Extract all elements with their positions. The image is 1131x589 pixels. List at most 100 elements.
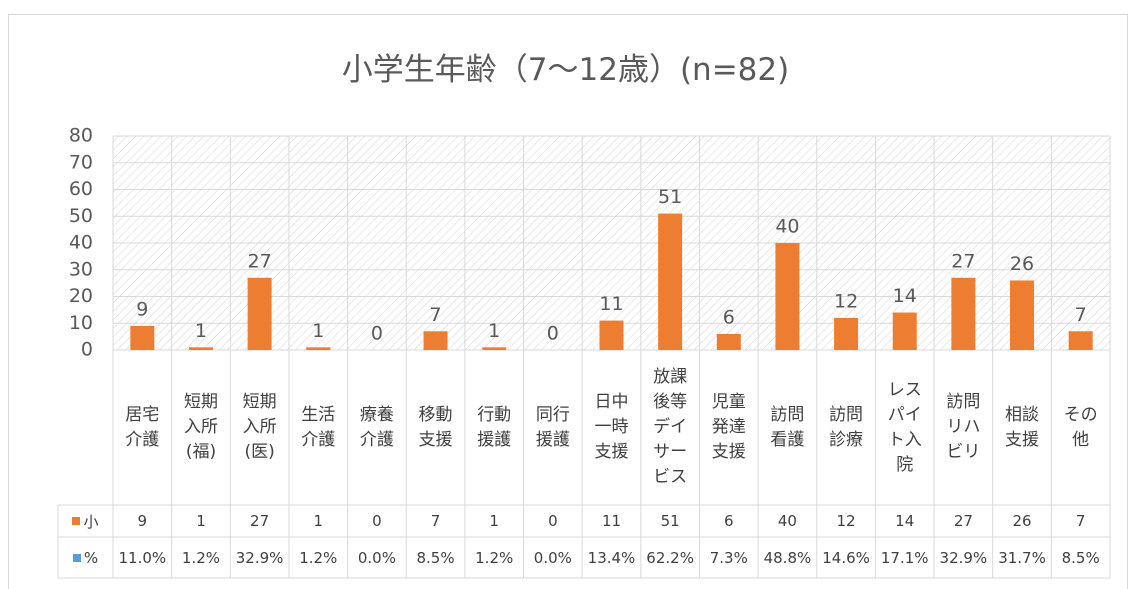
- data-label: 11: [599, 293, 623, 315]
- table-cell: 0: [548, 512, 558, 530]
- table-cell: 62.2%: [646, 548, 694, 567]
- x-tick-label: 短期入所(福): [183, 392, 218, 462]
- bar: [951, 277, 976, 350]
- table-cell: 0.0%: [357, 548, 396, 567]
- x-tick-label: 訪問リハビリ: [946, 392, 981, 462]
- data-label: 51: [658, 186, 682, 208]
- legend-key: [72, 517, 81, 525]
- table-cell: 8.5%: [1061, 548, 1100, 567]
- bar: [247, 277, 272, 350]
- bar: [716, 333, 741, 350]
- table-cell: 7: [1075, 512, 1086, 530]
- x-tick-label: その他: [1063, 404, 1098, 450]
- table-cell: 1.2%: [181, 548, 221, 567]
- table-cell: 11: [601, 512, 622, 530]
- x-tick-label: 行動援護: [477, 404, 512, 450]
- y-tick-label: 30: [69, 258, 93, 280]
- data-label: 7: [430, 304, 442, 326]
- bar: [1068, 331, 1093, 350]
- table-cell: 12: [836, 512, 856, 530]
- data-label: 14: [893, 285, 917, 307]
- bar: [775, 243, 800, 350]
- table-cell: 9: [137, 512, 148, 530]
- data-label: 27: [248, 250, 272, 272]
- table-cell: 32.9%: [235, 548, 284, 567]
- table-cell: 13.4%: [587, 548, 636, 567]
- table-cell: 1: [196, 512, 206, 530]
- table-cell: 7: [430, 512, 441, 530]
- table-cell: 1.2%: [475, 548, 514, 567]
- y-tick-label: 70: [69, 151, 93, 173]
- bar: [130, 325, 155, 350]
- x-tick-label: 日中一時支援: [594, 392, 629, 462]
- x-tick-label: 訪問看護: [770, 404, 805, 450]
- legend-label: 小: [83, 512, 99, 531]
- table-cell: 14.6%: [822, 548, 870, 567]
- table-cell: 0: [372, 512, 382, 530]
- data-label: 26: [1010, 253, 1034, 275]
- data-label: 0: [547, 323, 559, 345]
- x-tick-label: 相談支援: [1005, 404, 1040, 450]
- table-cell: 48.8%: [763, 548, 812, 567]
- bar: [188, 347, 213, 350]
- table-cell: 26: [1012, 512, 1032, 530]
- legend-entry: %: [58, 537, 113, 578]
- chart-title: 小学生年齢（7～12歳）(n=82): [341, 52, 790, 88]
- data-label: 7: [1075, 304, 1087, 326]
- table-cell: 1: [489, 512, 499, 530]
- table-cell: 0.0%: [533, 548, 572, 567]
- bar: [306, 347, 331, 350]
- bar: [423, 331, 448, 350]
- x-tick-label: 生活介護: [301, 404, 336, 450]
- y-tick-label: 10: [69, 312, 93, 334]
- table-cell: 27: [953, 512, 973, 530]
- y-tick-label: 20: [69, 285, 93, 307]
- bar: [892, 312, 917, 350]
- data-label: 40: [775, 216, 799, 238]
- table-cell: 31.7%: [998, 548, 1046, 567]
- x-tick-label: 同行援護: [535, 404, 570, 450]
- x-tick-label: 移動支援: [418, 404, 453, 450]
- data-label: 12: [834, 290, 858, 312]
- table-cell: 8.5%: [416, 548, 455, 567]
- x-tick-label: 短期入所(医): [242, 392, 277, 462]
- y-tick-label: 40: [69, 232, 93, 254]
- legend-entry: 小: [58, 505, 113, 537]
- table-cell: 14: [895, 512, 915, 530]
- table-cell: 40: [777, 512, 797, 530]
- data-label: 1: [488, 320, 500, 342]
- table-cell: 32.9%: [939, 548, 988, 567]
- legend-key: [72, 553, 81, 562]
- x-tick-label: 居宅介護: [125, 404, 160, 450]
- bar: [599, 320, 624, 350]
- x-tick-label: 療養介護: [359, 404, 394, 450]
- y-tick-label: 80: [69, 125, 93, 147]
- table-cell: 1.2%: [299, 548, 338, 567]
- table-cell: 6: [724, 512, 734, 530]
- table-cell: 11.0%: [118, 548, 167, 567]
- bar: [1010, 280, 1035, 350]
- table-cell: 1: [313, 512, 324, 530]
- bar: [658, 213, 683, 350]
- data-label: 0: [371, 323, 383, 345]
- bar: [482, 347, 507, 350]
- legend-label: %: [83, 548, 99, 567]
- y-tick-label: 50: [69, 205, 93, 227]
- table-cell: 7.3%: [709, 548, 748, 567]
- data-label: 9: [136, 298, 148, 320]
- table-cell: 17.1%: [880, 548, 929, 567]
- data-label: 27: [951, 250, 975, 272]
- data-label: 1: [312, 320, 324, 342]
- table-cell: 27: [250, 512, 270, 530]
- y-tick-label: 60: [69, 178, 93, 200]
- bar: [834, 317, 859, 350]
- table-cell: 51: [660, 512, 680, 530]
- chart-frame: [8, 14, 1128, 589]
- x-tick-label: レスパイト入院: [887, 379, 922, 475]
- x-tick-label: 訪問診療: [829, 404, 864, 450]
- data-label: 1: [195, 320, 207, 342]
- data-label: 6: [723, 306, 735, 328]
- y-tick-label: 0: [81, 339, 93, 361]
